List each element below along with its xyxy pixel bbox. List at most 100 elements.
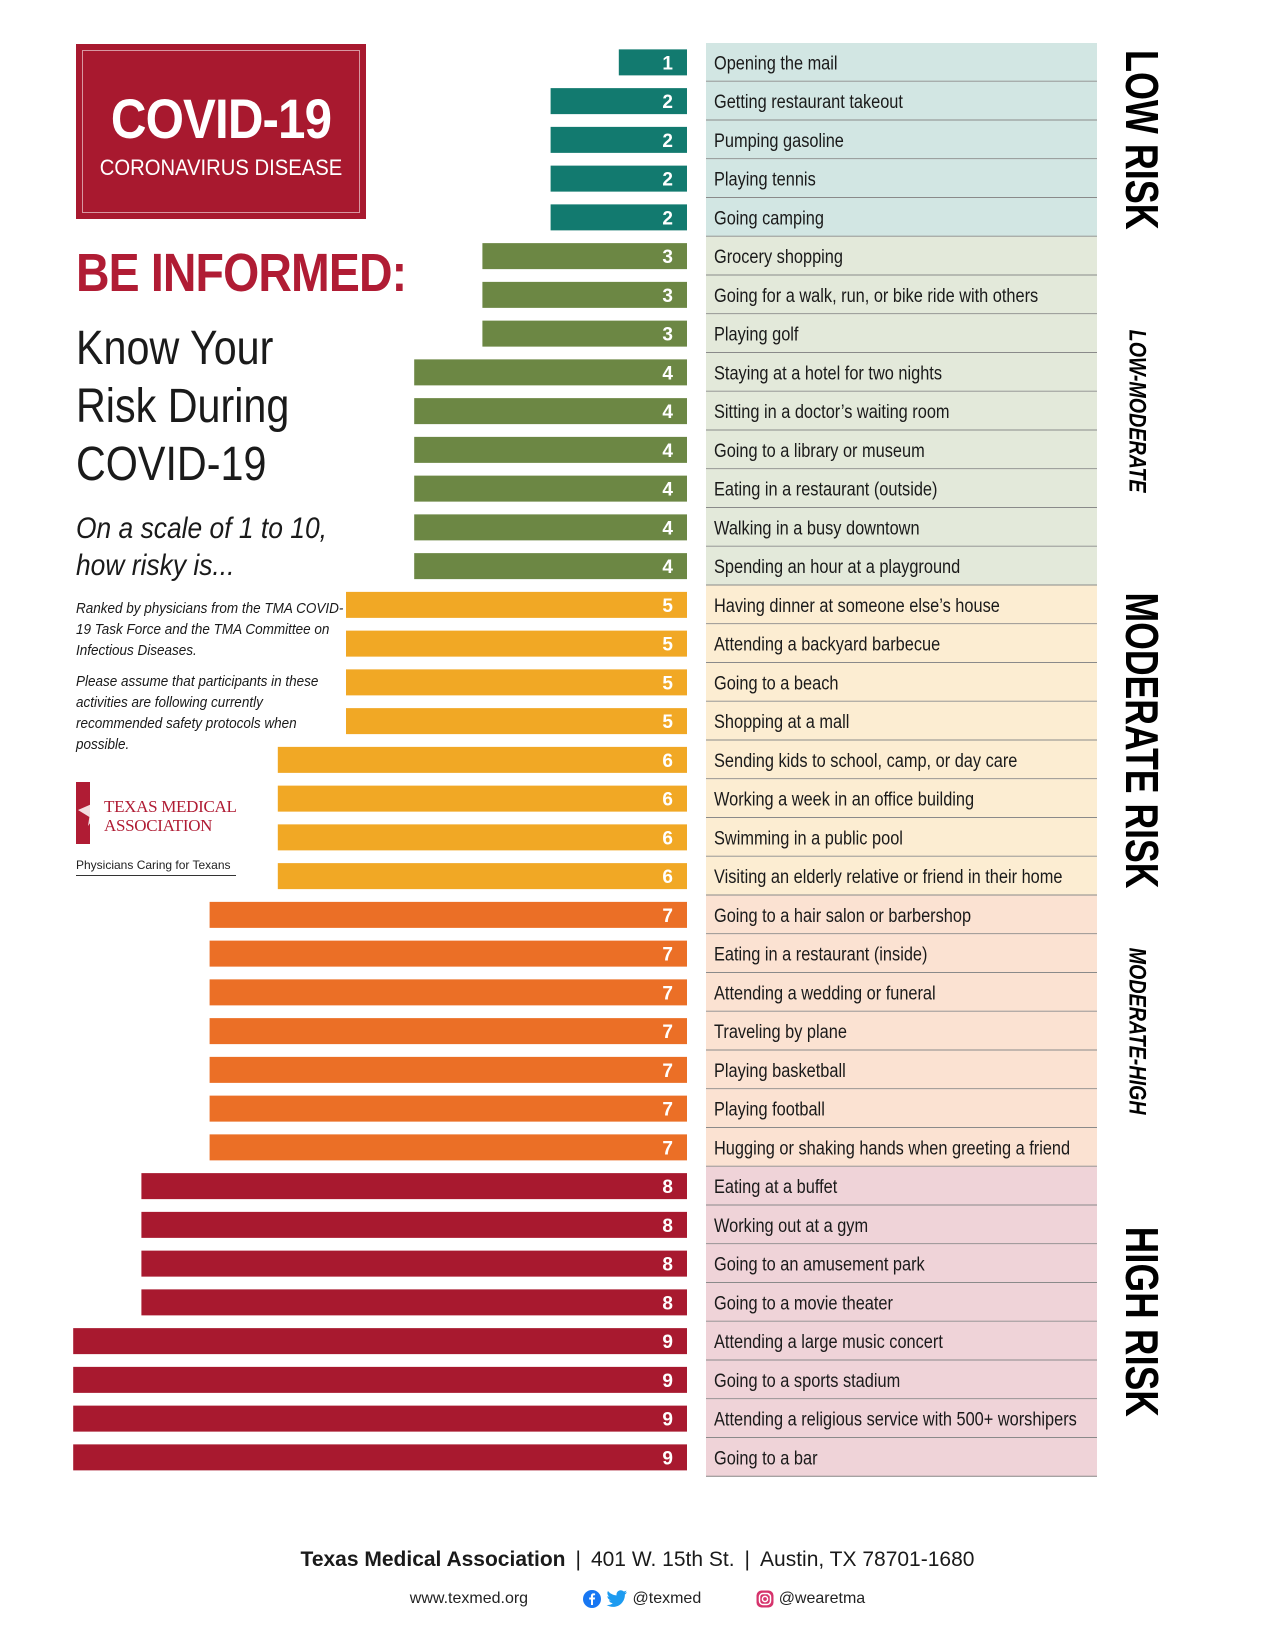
risk-value-label: 9: [662, 1332, 673, 1353]
risk-bar: [277, 785, 687, 812]
risk-value-label: 4: [662, 402, 673, 423]
risk-value-label: 2: [662, 208, 673, 229]
label-row-bg: [706, 1166, 1097, 1206]
risk-bar: [346, 708, 687, 735]
label-row-bg: [706, 236, 1097, 276]
risk-bar: [141, 1250, 687, 1277]
handle-texmed[interactable]: @texmed: [632, 1590, 702, 1607]
activity-label: Grocery shopping: [714, 247, 843, 268]
activity-label: Going to an amusement park: [714, 1255, 925, 1276]
activity-label: Going to a movie theater: [714, 1293, 894, 1314]
label-row-bg: [706, 1360, 1097, 1400]
social-group-1: @texmed: [582, 1590, 702, 1608]
risk-value-label: 5: [662, 712, 673, 733]
subheadline-line: Know Your: [76, 322, 274, 375]
risk-value-label: 2: [662, 170, 673, 191]
risk-value-label: 7: [662, 983, 673, 1004]
risk-value-label: 3: [662, 286, 673, 307]
risk-bar: [618, 49, 687, 76]
handle-wearetma[interactable]: @wearetma: [778, 1590, 866, 1607]
risk-bar: [550, 165, 687, 192]
risk-value-label: 3: [662, 325, 673, 346]
risk-bar: [414, 436, 687, 463]
instagram-icon[interactable]: [756, 1590, 774, 1608]
risk-bar: [550, 126, 687, 153]
activity-label: Attending a backyard barbecue: [714, 635, 940, 656]
footer-separator: |: [575, 1548, 581, 1571]
activity-label: Attending a wedding or funeral: [714, 983, 936, 1004]
risk-bar: [346, 630, 687, 657]
activity-label: Eating in a restaurant (outside): [714, 480, 937, 501]
activity-label: Going to a hair salon or barbershop: [714, 906, 971, 927]
label-row-bg: [706, 314, 1097, 353]
facebook-icon[interactable]: [582, 1590, 601, 1608]
label-row-bg: [706, 546, 1097, 586]
risk-value-label: 5: [662, 635, 673, 656]
assumption-note: Please assume that participants in these…: [76, 673, 319, 753]
risk-bar: [277, 824, 687, 851]
activity-label: Staying at a hotel for two nights: [714, 363, 942, 384]
risk-bar: [414, 514, 687, 541]
website-link[interactable]: www.texmed.org: [409, 1590, 529, 1608]
activity-label: Sitting in a doctor’s waiting room: [714, 402, 950, 423]
label-row-bg: [706, 1011, 1097, 1051]
risk-value-label: 6: [662, 828, 673, 849]
risk-bar: [141, 1173, 687, 1200]
label-row-bg: [706, 585, 1097, 625]
risk-bar: [277, 746, 687, 773]
risk-value-label: 4: [662, 441, 673, 462]
risk-band-label: MODERATE-HIGH: [1124, 948, 1151, 1115]
risk-value-label: 7: [662, 1138, 673, 1159]
risk-value-label: 3: [662, 247, 673, 268]
activity-label: Attending a religious service with 500+ …: [714, 1410, 1077, 1431]
label-row-bg: [706, 624, 1097, 663]
activity-label: Playing basketball: [714, 1061, 846, 1082]
label-row-bg: [706, 663, 1097, 702]
tma-name-line: Texas Medical: [104, 797, 237, 816]
tma-logo: Texas Medical Association Physicians Car…: [76, 782, 241, 882]
activity-label: Working out at a gym: [714, 1216, 868, 1237]
label-row-bg: [706, 353, 1097, 392]
risk-bar: [346, 669, 687, 696]
tma-name: Texas Medical Association: [104, 797, 237, 835]
risk-bar: [73, 1444, 687, 1471]
activity-label: Opening the mail: [714, 53, 838, 74]
activity-label: Attending a large music concert: [714, 1332, 943, 1353]
activity-label: Going to a library or museum: [714, 441, 925, 462]
scale-question: On a scale of 1 to 10, how risky is...: [76, 510, 366, 584]
activity-label: Sending kids to school, camp, or day car…: [714, 751, 1017, 772]
covid-badge: COVID-19 CORONAVIRUS DISEASE: [76, 44, 366, 219]
label-row-bg: [706, 1438, 1097, 1477]
ranking-note: Ranked by physicians from the TMA COVID-…: [76, 600, 344, 659]
footer-separator: |: [744, 1548, 751, 1571]
risk-value-label: 8: [662, 1216, 673, 1237]
label-row-bg: [706, 391, 1097, 431]
risk-bar: [209, 940, 687, 967]
label-row-bg: [706, 1399, 1097, 1438]
activity-label: Playing golf: [714, 325, 799, 346]
label-row-bg: [706, 275, 1097, 315]
label-row-bg: [706, 1205, 1097, 1245]
risk-bar: [550, 204, 687, 231]
risk-bar: [414, 398, 687, 425]
twitter-icon[interactable]: [606, 1590, 628, 1608]
risk-band-label: MODERATE RISK: [1116, 593, 1168, 889]
activity-label: Playing football: [714, 1100, 825, 1121]
risk-bar: [209, 1056, 687, 1083]
label-row-bg: [706, 508, 1097, 547]
risk-bar: [209, 1018, 687, 1045]
risk-band-label: LOW RISK: [1116, 50, 1168, 230]
activity-label: Hugging or shaking hands when greeting a…: [714, 1138, 1070, 1159]
risk-value-label: 5: [662, 673, 673, 694]
label-row-bg: [706, 469, 1097, 508]
risk-bar: [73, 1328, 687, 1355]
label-row-bg: [706, 1128, 1097, 1167]
risk-value-label: 7: [662, 1100, 673, 1121]
label-row-bg: [706, 1283, 1097, 1322]
risk-bar: [277, 863, 687, 890]
badge-subtitle: CORONAVIRUS DISEASE: [99, 155, 343, 180]
social-group-2: @wearetma: [756, 1590, 866, 1608]
risk-value-label: 4: [662, 363, 673, 384]
risk-value-label: 7: [662, 1061, 673, 1082]
footer-links: www.texmed.org @texmed @wearetma: [0, 1590, 1275, 1608]
